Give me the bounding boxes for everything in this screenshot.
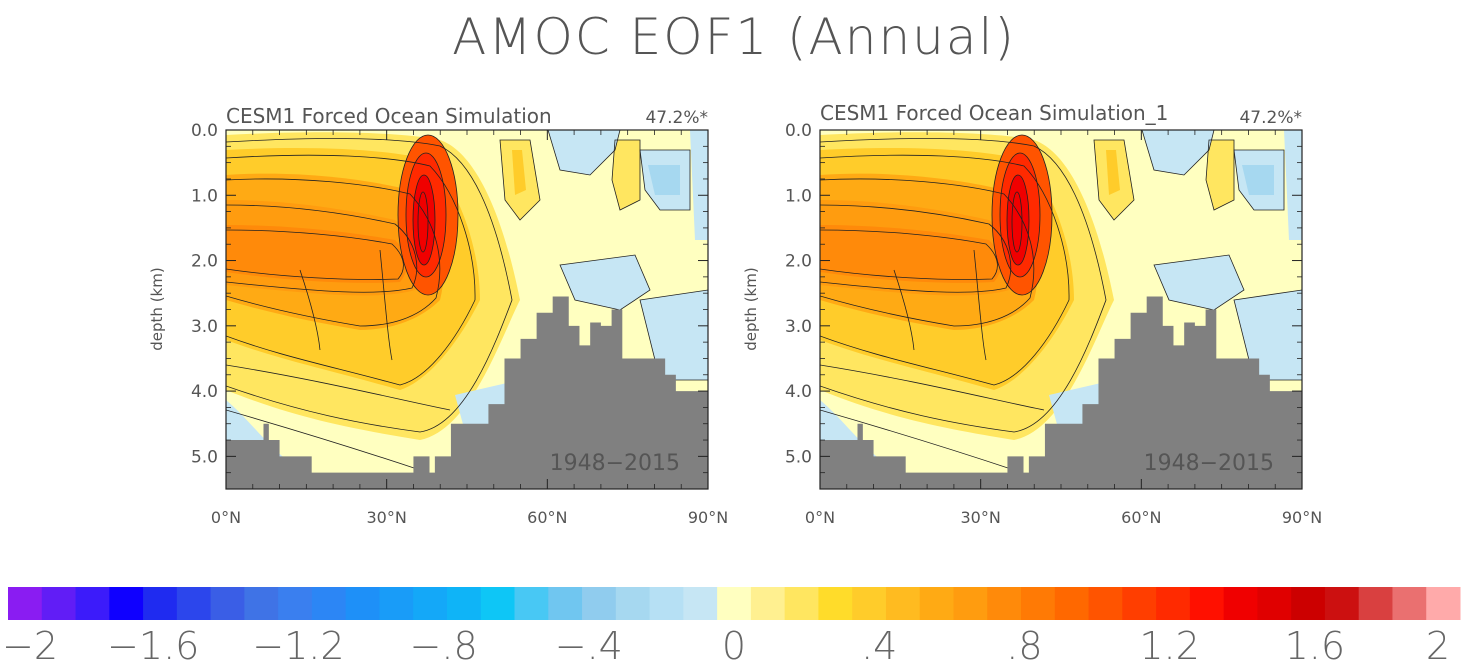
colorbar-swatch bbox=[1257, 587, 1292, 620]
colorbar-swatch bbox=[41, 587, 77, 620]
colorbar-swatch bbox=[413, 587, 448, 620]
bathymetry-land bbox=[226, 296, 708, 489]
y-tick-label: 3.0 bbox=[191, 317, 218, 337]
colorbar-swatch bbox=[1223, 587, 1258, 620]
colorbar-swatch bbox=[1156, 587, 1191, 620]
colorbar-swatch bbox=[278, 587, 313, 620]
colorbar-swatch bbox=[1426, 587, 1461, 620]
colorbar-tick-label: 1.6 bbox=[1285, 624, 1345, 668]
y-tick-label: 4.0 bbox=[191, 382, 218, 402]
y-axis-label: depth (km) bbox=[742, 267, 760, 350]
colorbar-swatch bbox=[446, 587, 482, 620]
colorbar-swatch bbox=[1392, 587, 1427, 620]
y-tick-label: 1.0 bbox=[785, 186, 812, 206]
colorbar-tick-label: .4 bbox=[861, 624, 897, 668]
colorbar-swatch bbox=[987, 587, 1022, 620]
panel-title: CESM1 Forced Ocean Simulation_1 bbox=[820, 101, 1168, 125]
y-tick-label: 0.0 bbox=[191, 121, 218, 141]
variance-label: 47.2%* bbox=[1239, 108, 1302, 128]
colorbar-swatch bbox=[1088, 587, 1123, 620]
panel-title: CESM1 Forced Ocean Simulation bbox=[226, 104, 552, 128]
y-tick-label: 2.0 bbox=[191, 252, 218, 272]
colorbar-swatch bbox=[1291, 587, 1326, 620]
colorbar-swatch bbox=[345, 587, 380, 620]
colorbar-swatch bbox=[953, 587, 988, 620]
panel-right: 0.0 1.0 2.0 3.0 4.0 5.0 0°N 30°N 60°N 90°N CESM1 … bbox=[742, 101, 1322, 527]
panel-left: 0.0 1.0 2.0 3.0 4.0 5.0 0°N 30°N 60°N 90°N CESM1 … bbox=[148, 104, 728, 527]
contour-field bbox=[820, 130, 1302, 489]
x-tick-label: 30°N bbox=[961, 508, 1001, 527]
colorbar-swatch bbox=[1189, 587, 1225, 620]
variance-label: 47.2%* bbox=[645, 108, 708, 128]
colorbar-swatch bbox=[683, 587, 718, 620]
y-tick-label: 2.0 bbox=[785, 252, 812, 272]
colorbar: −2 −1.6 −1.2 −.8 −.4 0 .4 .8 1.2 1.6 2 bbox=[2, 587, 1461, 668]
contour-field bbox=[226, 130, 708, 489]
x-tick-label: 60°N bbox=[1121, 508, 1161, 527]
colorbar-swatch bbox=[514, 587, 549, 620]
y-tick-label: 4.0 bbox=[785, 382, 812, 402]
y-axis-label: depth (km) bbox=[148, 267, 166, 350]
colorbar-swatch bbox=[1021, 587, 1056, 620]
x-tick-label: 0°N bbox=[805, 508, 835, 527]
colorbar-swatch bbox=[919, 587, 954, 620]
axis-ticks: 0.0 1.0 2.0 3.0 4.0 5.0 0°N 30°N 60°N 90°N bbox=[785, 121, 1322, 527]
colorbar-swatch bbox=[885, 587, 921, 620]
colorbar-swatch bbox=[582, 587, 617, 620]
colorbar-tick-label: −1.2 bbox=[252, 624, 344, 668]
colorbar-swatch bbox=[8, 587, 43, 620]
colorbar-swatch bbox=[480, 587, 516, 620]
y-tick-label: 3.0 bbox=[785, 317, 812, 337]
chart-title: AMOC EOF1 (Annual) bbox=[452, 8, 1016, 66]
colorbar-swatch bbox=[379, 587, 414, 620]
x-tick-label: 90°N bbox=[1282, 508, 1322, 527]
axis-ticks: 0.0 1.0 2.0 3.0 4.0 5.0 0°N 30°N 60°N 90°N bbox=[191, 121, 728, 527]
colorbar-swatch bbox=[818, 587, 853, 620]
x-tick-label: 60°N bbox=[527, 508, 567, 527]
colorbar-swatch bbox=[615, 587, 651, 620]
colorbar-tick-label: −.4 bbox=[555, 624, 623, 668]
colorbar-tick-label: 1.2 bbox=[1139, 624, 1199, 668]
x-tick-label: 90°N bbox=[688, 508, 728, 527]
colorbar-swatch bbox=[1358, 587, 1393, 620]
colorbar-swatch bbox=[717, 587, 752, 620]
x-tick-label: 0°N bbox=[211, 508, 241, 527]
colorbar-swatch bbox=[852, 587, 887, 620]
colorbar-swatch bbox=[75, 587, 110, 620]
y-tick-label: 1.0 bbox=[191, 186, 218, 206]
period-label: 1948−2015 bbox=[550, 451, 680, 476]
colorbar-swatch bbox=[143, 587, 178, 620]
colorbar-tick-label: 0 bbox=[722, 624, 746, 668]
y-tick-label: 5.0 bbox=[191, 447, 218, 467]
colorbar-swatch bbox=[1054, 587, 1090, 620]
colorbar-swatch bbox=[548, 587, 583, 620]
colorbar-tick-label: −1.6 bbox=[107, 624, 199, 668]
colorbar-swatch bbox=[784, 587, 819, 620]
colorbar-tick-label: −.8 bbox=[410, 624, 478, 668]
x-tick-label: 30°N bbox=[367, 508, 407, 527]
bathymetry-land bbox=[820, 296, 1302, 489]
colorbar-tick-label: .8 bbox=[1006, 624, 1042, 668]
colorbar-swatch bbox=[750, 587, 786, 620]
colorbar-swatch bbox=[311, 587, 347, 620]
y-tick-label: 5.0 bbox=[785, 447, 812, 467]
colorbar-swatch bbox=[1324, 587, 1360, 620]
colorbar-tick-label: −2 bbox=[2, 624, 58, 668]
y-tick-label: 0.0 bbox=[785, 121, 812, 141]
colorbar-swatch bbox=[244, 587, 279, 620]
colorbar-swatch bbox=[210, 587, 245, 620]
colorbar-swatch bbox=[649, 587, 684, 620]
colorbar-tick-label: 2 bbox=[1426, 624, 1450, 668]
period-label: 1948−2015 bbox=[1144, 451, 1274, 476]
colorbar-swatch bbox=[109, 587, 144, 620]
colorbar-swatch bbox=[176, 587, 212, 620]
colorbar-swatch bbox=[1122, 587, 1157, 620]
